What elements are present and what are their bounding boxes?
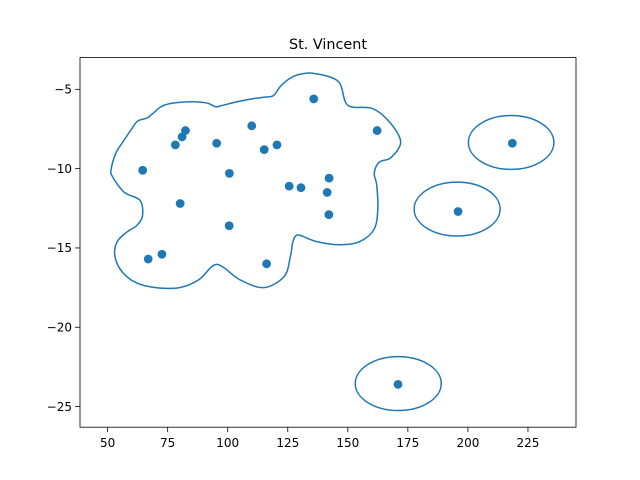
points-layer (138, 94, 517, 389)
data-point-21 (507, 138, 517, 148)
data-point-1 (372, 126, 382, 135)
data-point-11 (324, 173, 334, 183)
data-point-12 (284, 181, 294, 191)
data-point-16 (324, 210, 334, 220)
data-point-14 (322, 188, 332, 197)
x-tick-label-5: 175 (396, 436, 419, 450)
contours-layer (110, 72, 555, 412)
data-point-10 (225, 168, 234, 178)
x-tick-label-2: 100 (216, 436, 239, 450)
data-point-2 (247, 121, 257, 131)
data-point-9 (138, 165, 148, 175)
contour-ellipse-1 (413, 181, 501, 237)
data-point-17 (224, 221, 234, 231)
data-point-7 (259, 145, 269, 155)
plot-area (80, 57, 576, 428)
y-tick-label-2: −15 (47, 241, 72, 255)
x-tick-label-3: 125 (276, 436, 299, 450)
data-point-15 (175, 199, 185, 208)
x-tick-label-1: 75 (160, 436, 175, 450)
x-axis: 50 75 100 125 150 175 200 225 (100, 427, 539, 450)
y-tick-label-0: −5 (54, 83, 72, 97)
contour-line-0 (110, 72, 402, 290)
plot-frame (79, 57, 577, 428)
y-axis: −5 −10 −15 −20 −25 (47, 83, 80, 414)
data-point-20 (262, 259, 272, 269)
chart-title: St. Vincent (289, 37, 367, 53)
contour-ellipse-2 (354, 355, 443, 412)
data-point-6 (212, 138, 222, 148)
x-tick-label-7: 225 (517, 436, 540, 450)
y-tick-label-4: −25 (47, 400, 72, 414)
data-point-23 (393, 379, 403, 389)
y-tick-label-3: −20 (47, 320, 72, 334)
x-tick-label-0: 50 (100, 436, 115, 450)
data-point-8 (272, 140, 282, 150)
x-tick-label-4: 150 (336, 436, 359, 450)
x-tick-label-6: 200 (456, 436, 479, 450)
data-point-4 (177, 132, 187, 142)
data-point-0 (309, 94, 319, 104)
data-point-5 (170, 140, 180, 150)
data-point-13 (296, 183, 306, 193)
data-point-18 (157, 249, 167, 259)
data-point-19 (143, 254, 153, 264)
data-point-22 (453, 207, 463, 216)
contour-ellipse-0 (467, 114, 555, 171)
y-tick-label-1: −10 (47, 162, 72, 176)
